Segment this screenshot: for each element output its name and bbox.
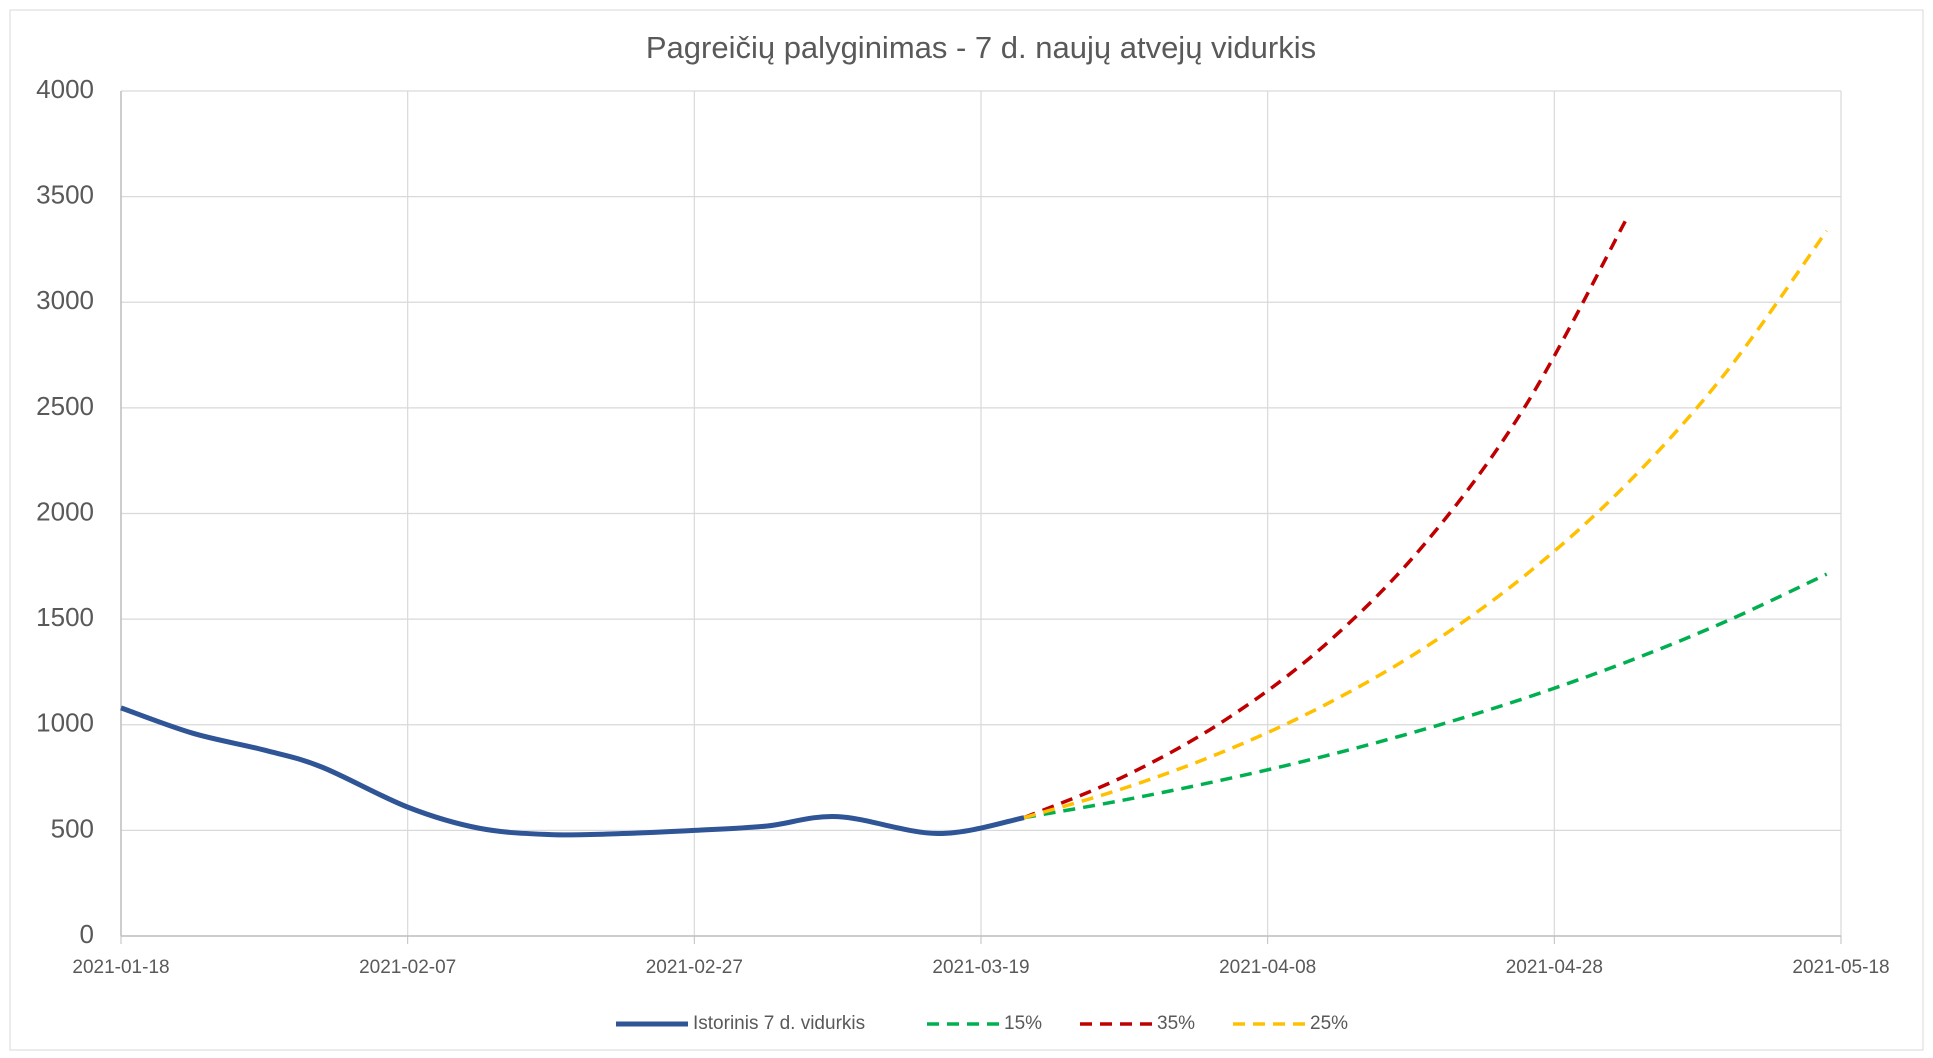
y-tick-label: 3000 <box>36 285 94 315</box>
y-tick-label: 500 <box>51 813 94 843</box>
x-tick-label: 2021-02-07 <box>359 957 456 978</box>
x-tick-label: 2021-05-18 <box>1792 957 1889 978</box>
x-tick-label: 2021-02-27 <box>646 957 743 978</box>
series-line <box>1023 229 1829 820</box>
legend-label: 15% <box>1004 1013 1042 1034</box>
legend-label: 25% <box>1310 1013 1348 1034</box>
y-tick-label: 2000 <box>36 496 94 526</box>
legend-label: 35% <box>1157 1013 1195 1034</box>
y-tick-label: 4000 <box>36 74 94 104</box>
y-tick-label: 2500 <box>36 391 94 421</box>
x-tick-label: 2021-04-28 <box>1506 957 1603 978</box>
y-tick-label: 1500 <box>36 602 94 632</box>
y-tick-label: 1000 <box>36 708 94 738</box>
x-tick-label: 2021-04-08 <box>1219 957 1316 978</box>
x-tick-label: 2021-03-19 <box>932 957 1029 978</box>
chart-frame <box>9 9 1924 1051</box>
chart-title: Pagreičių palyginimas - 7 d. naujų atvej… <box>646 30 1316 65</box>
series-line <box>1023 572 1828 820</box>
series-line <box>120 705 1025 838</box>
x-tick-label: 2021-01-18 <box>72 957 169 978</box>
legend-label: Istorinis 7 d. vidurkis <box>693 1013 865 1034</box>
y-tick-label: 3500 <box>36 180 94 210</box>
y-tick-label: 0 <box>80 919 94 949</box>
series-line <box>1023 219 1628 820</box>
